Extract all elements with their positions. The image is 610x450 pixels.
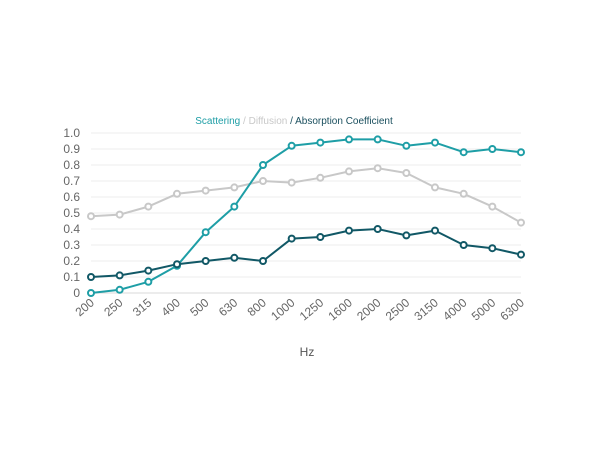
data-point[interactable] xyxy=(488,202,497,211)
y-tick-label: 0.2 xyxy=(63,254,80,268)
y-tick-label: 0.6 xyxy=(63,190,80,204)
data-point[interactable] xyxy=(287,234,296,243)
series-line xyxy=(90,228,522,278)
data-point[interactable] xyxy=(87,273,95,281)
x-tick-label: 400 xyxy=(159,295,184,319)
y-tick-label: 0.1 xyxy=(63,270,80,284)
series-scattering xyxy=(87,135,525,297)
data-point[interactable] xyxy=(488,145,497,153)
data-point[interactable] xyxy=(373,225,382,233)
x-tick-label: 4000 xyxy=(440,295,470,323)
data-point[interactable] xyxy=(316,173,325,182)
series-line xyxy=(90,138,522,294)
series-group xyxy=(87,135,525,297)
data-point[interactable] xyxy=(431,138,439,147)
data-point[interactable] xyxy=(287,178,296,187)
data-point[interactable] xyxy=(431,183,439,192)
data-point[interactable] xyxy=(144,277,153,286)
series-line xyxy=(90,167,522,224)
x-axis-title: Hz xyxy=(300,345,315,359)
data-point[interactable] xyxy=(87,289,95,297)
data-point[interactable] xyxy=(173,260,181,269)
data-point[interactable] xyxy=(201,186,210,195)
chart-title-part: Diffusion xyxy=(249,116,288,127)
data-point[interactable] xyxy=(230,202,239,211)
data-point[interactable] xyxy=(459,241,468,249)
data-point[interactable] xyxy=(259,161,267,169)
data-point[interactable] xyxy=(115,210,124,219)
series-absorption-coefficient xyxy=(87,225,525,281)
data-point[interactable] xyxy=(345,167,353,176)
data-point[interactable] xyxy=(144,202,153,211)
data-point[interactable] xyxy=(316,138,325,147)
series-diffusion xyxy=(87,164,525,227)
x-tick-label: 6300 xyxy=(497,295,527,323)
x-tick-label: 2000 xyxy=(354,295,384,323)
data-point[interactable] xyxy=(230,183,239,192)
x-tick-label: 315 xyxy=(130,295,155,319)
y-tick-label: 0.4 xyxy=(63,222,80,236)
data-point[interactable] xyxy=(287,141,296,150)
y-tick-label: 1.0 xyxy=(63,126,80,140)
y-tick-label: 0 xyxy=(73,286,80,300)
x-tick-label: 500 xyxy=(187,295,212,319)
data-point[interactable] xyxy=(517,218,525,227)
y-tick-label: 0.5 xyxy=(63,206,80,220)
y-tick-label: 0.9 xyxy=(63,142,80,156)
data-point[interactable] xyxy=(517,148,525,157)
x-tick-label: 250 xyxy=(101,295,126,319)
x-tick-label: 3150 xyxy=(411,295,441,323)
data-point[interactable] xyxy=(115,285,124,294)
data-point[interactable] xyxy=(402,141,411,150)
data-point[interactable] xyxy=(201,257,210,265)
x-tick-label: 1600 xyxy=(325,295,355,323)
x-tick-label: 1000 xyxy=(268,295,298,323)
data-point[interactable] xyxy=(459,148,468,157)
data-point[interactable] xyxy=(488,244,497,253)
data-point[interactable] xyxy=(373,164,382,173)
data-point[interactable] xyxy=(115,271,124,280)
y-axis: 0 0.1 0.2 0.3 0.4 0.5 0.6 0.7 0.8 0.9 1.0 xyxy=(63,126,80,300)
data-point[interactable] xyxy=(201,228,210,237)
y-tick-label: 0.7 xyxy=(63,174,80,188)
data-point[interactable] xyxy=(173,189,181,198)
data-point[interactable] xyxy=(431,226,439,235)
data-point[interactable] xyxy=(459,189,468,198)
x-tick-label: 2500 xyxy=(383,295,413,323)
y-tick-label: 0.8 xyxy=(63,158,80,172)
chart-title-part: Scattering xyxy=(195,116,240,127)
x-tick-label: 5000 xyxy=(469,295,499,323)
x-tick-label: 630 xyxy=(216,295,241,319)
data-point[interactable] xyxy=(345,226,353,235)
chart-title-part: / xyxy=(287,116,295,127)
data-point[interactable] xyxy=(402,231,411,240)
data-point[interactable] xyxy=(259,177,267,185)
data-point[interactable] xyxy=(144,266,153,275)
chart-title-part: Absorption Coefficient xyxy=(295,116,393,127)
y-tick-label: 0.3 xyxy=(63,238,80,252)
chart-title: Scattering / Diffusion / Absorption Coef… xyxy=(195,116,393,127)
data-point[interactable] xyxy=(259,257,267,265)
data-point[interactable] xyxy=(345,135,353,144)
x-tick-label: 800 xyxy=(245,295,270,319)
data-point[interactable] xyxy=(87,212,95,221)
grid-lines xyxy=(91,132,521,294)
x-axis: 200 250 315 400 500 630 800 1000 1250 1600 2000 250… xyxy=(73,295,528,323)
data-point[interactable] xyxy=(316,233,325,241)
data-point[interactable] xyxy=(373,135,382,144)
data-point[interactable] xyxy=(230,253,239,262)
data-point[interactable] xyxy=(517,250,525,259)
data-point[interactable] xyxy=(402,169,411,177)
chart-title-part: / xyxy=(240,116,248,127)
x-tick-label: 1250 xyxy=(297,295,327,323)
